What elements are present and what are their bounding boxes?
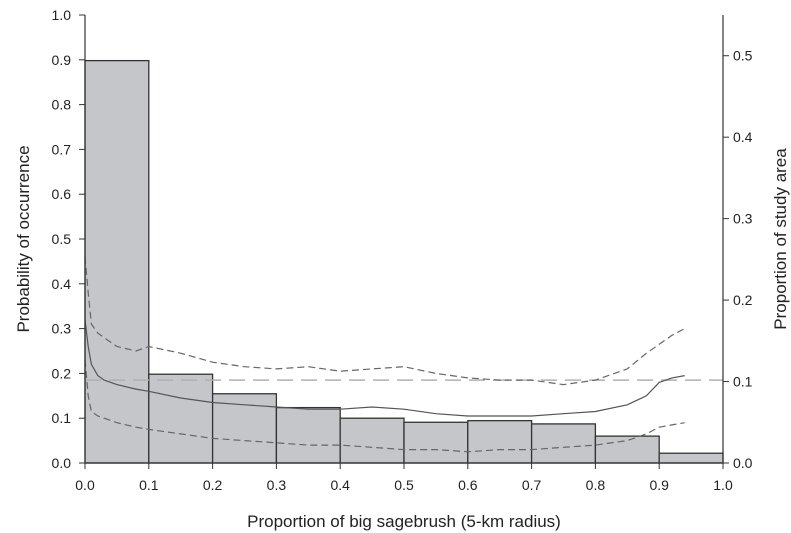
- histogram-bar: [84, 59, 150, 464]
- series-line-upper-ci: [84, 256, 685, 386]
- histogram-bar: [403, 421, 469, 464]
- y-left-tick-label: 0.6: [52, 186, 72, 202]
- y-left-tick-label: 0.9: [52, 52, 72, 68]
- x-axis-title: Proportion of big sagebrush (5-km radius…: [247, 512, 561, 531]
- series-line-prediction: [84, 319, 685, 417]
- x-tick-label: 0.4: [330, 477, 350, 493]
- y-left-tick-label: 0.3: [52, 321, 72, 337]
- y-axis-left-title: Probability of occurrence: [14, 145, 33, 332]
- series-line-lower-ci: [84, 359, 685, 453]
- histogram-bar: [339, 417, 405, 464]
- y-left-tick-label: 0.0: [52, 455, 72, 471]
- y-right-tick-label: 0.4: [733, 129, 753, 145]
- chart-lines: [84, 256, 723, 453]
- histogram-bar: [148, 373, 214, 464]
- chart-ticks: 0.0 0.1 0.2 0.3 0.4 0.5 0.6 0.7 0.8 0.9 1.00.00.10…: [52, 7, 753, 493]
- y-left-tick-label: 0.8: [52, 97, 72, 113]
- x-tick-label: 0.7: [522, 477, 542, 493]
- x-tick-label: 0.8: [586, 477, 606, 493]
- y-left-tick-label: 1.0: [52, 7, 72, 23]
- x-tick-label: 0.1: [139, 477, 159, 493]
- x-tick-label: 0.5: [394, 477, 414, 493]
- y-left-tick-label: 0.7: [52, 141, 72, 157]
- histogram-bar: [211, 393, 278, 464]
- y-left-tick-label: 0.5: [52, 231, 72, 247]
- histogram-bar: [530, 423, 597, 464]
- y-left-tick-label: 0.4: [52, 276, 72, 292]
- y-right-tick-label: 0.1: [733, 374, 753, 390]
- histogram-bars: [84, 59, 724, 464]
- x-tick-label: 0.9: [649, 477, 669, 493]
- histogram-bar: [467, 419, 533, 464]
- y-left-tick-label: 0.2: [52, 365, 72, 381]
- x-tick-label: 0.2: [203, 477, 223, 493]
- y-right-tick-label: 0.2: [733, 292, 753, 308]
- histogram-bar: [658, 452, 724, 464]
- x-tick-label: 0.6: [458, 477, 478, 493]
- y-right-tick-label: 0.3: [733, 211, 753, 227]
- y-left-tick-label: 0.1: [52, 410, 72, 426]
- y-axis-right-title: Proportion of study area: [771, 148, 790, 330]
- x-tick-label: 0.3: [267, 477, 287, 493]
- histogram-bar: [594, 435, 660, 464]
- y-right-tick-label: 0.0: [733, 455, 753, 471]
- x-tick-label: 0.0: [75, 477, 95, 493]
- histogram-bar: [275, 406, 341, 464]
- y-right-tick-label: 0.5: [733, 48, 753, 64]
- x-tick-label: 1.0: [713, 477, 733, 493]
